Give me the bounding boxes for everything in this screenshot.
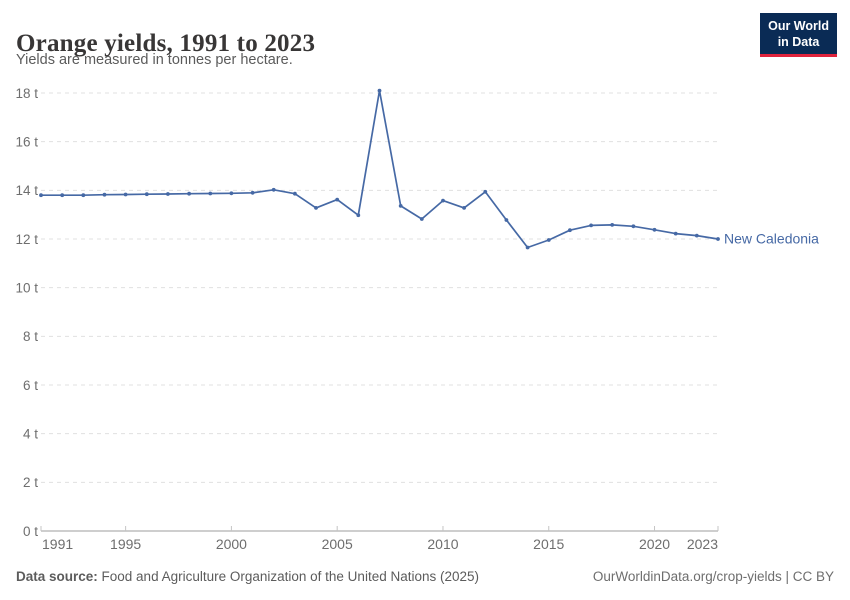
data-point bbox=[166, 192, 170, 196]
x-tick-label: 1991 bbox=[42, 536, 73, 552]
y-tick-label: 8 t bbox=[23, 329, 38, 344]
data-point bbox=[504, 218, 509, 222]
x-tick-label: 2010 bbox=[427, 536, 458, 552]
data-point bbox=[483, 189, 488, 194]
data-point bbox=[187, 191, 192, 196]
data-point bbox=[250, 190, 255, 195]
data-point bbox=[398, 204, 403, 208]
data-point bbox=[81, 193, 86, 198]
series-line[interactable] bbox=[40, 89, 719, 249]
data-point bbox=[568, 228, 572, 233]
data-source: Data source: Food and Agriculture Organi… bbox=[16, 569, 479, 584]
data-point bbox=[419, 217, 424, 221]
y-tick-label: 10 t bbox=[15, 280, 38, 295]
data-source-label: Data source: bbox=[16, 569, 98, 584]
data-point bbox=[589, 223, 593, 228]
data-point bbox=[293, 191, 297, 196]
y-tick-label: 4 t bbox=[23, 426, 38, 441]
data-point bbox=[335, 197, 340, 202]
data-source-text: Food and Agriculture Organization of the… bbox=[97, 569, 480, 584]
owid-logo-line1: Our World bbox=[768, 19, 829, 33]
data-point bbox=[546, 238, 551, 242]
y-tick-label: 2 t bbox=[23, 475, 38, 490]
y-tick-label: 0 t bbox=[23, 524, 38, 539]
data-point bbox=[356, 213, 361, 218]
data-point bbox=[377, 88, 382, 93]
chart-title: Orange yields, 1991 to 2023 bbox=[16, 29, 316, 57]
data-point bbox=[462, 206, 466, 210]
x-tick-label: 2005 bbox=[322, 536, 353, 552]
data-point bbox=[673, 231, 678, 236]
data-point bbox=[271, 187, 276, 192]
x-tick-label: 2000 bbox=[216, 536, 247, 552]
data-point bbox=[102, 192, 107, 197]
data-point bbox=[631, 224, 636, 229]
x-tick-label: 2023 bbox=[687, 536, 718, 552]
license-link[interactable]: OurWorldinData.org/crop-yields | CC BY bbox=[592, 569, 834, 584]
chart-subtitle: Yields are measured in tonnes per hectar… bbox=[16, 52, 293, 68]
owid-logo[interactable]: Our World in Data bbox=[760, 13, 837, 57]
y-tick-label: 6 t bbox=[23, 378, 38, 393]
data-point bbox=[694, 233, 699, 238]
data-point bbox=[144, 192, 149, 197]
data-point bbox=[123, 192, 128, 197]
chart-footer: Data source: Food and Agriculture Organi… bbox=[16, 569, 834, 584]
series-end-label: New Caledonia bbox=[724, 231, 819, 247]
data-point bbox=[525, 245, 530, 250]
data-point bbox=[60, 193, 65, 198]
data-point bbox=[314, 206, 318, 210]
x-tick-label: 1995 bbox=[110, 536, 141, 552]
data-point bbox=[610, 223, 615, 227]
y-tick-label: 18 t bbox=[15, 86, 38, 101]
data-point bbox=[441, 198, 445, 203]
x-tick-label: 2020 bbox=[639, 536, 670, 552]
y-tick-label: 16 t bbox=[15, 134, 38, 149]
y-tick-label: 12 t bbox=[15, 232, 38, 247]
data-point bbox=[229, 191, 234, 196]
x-tick-label: 2015 bbox=[533, 536, 564, 552]
data-point bbox=[716, 237, 720, 241]
data-point bbox=[208, 191, 213, 196]
y-tick-label: 14 t bbox=[15, 183, 38, 198]
data-point bbox=[652, 227, 657, 232]
data-point bbox=[39, 193, 43, 198]
owid-logo-line2: in Data bbox=[777, 35, 820, 49]
